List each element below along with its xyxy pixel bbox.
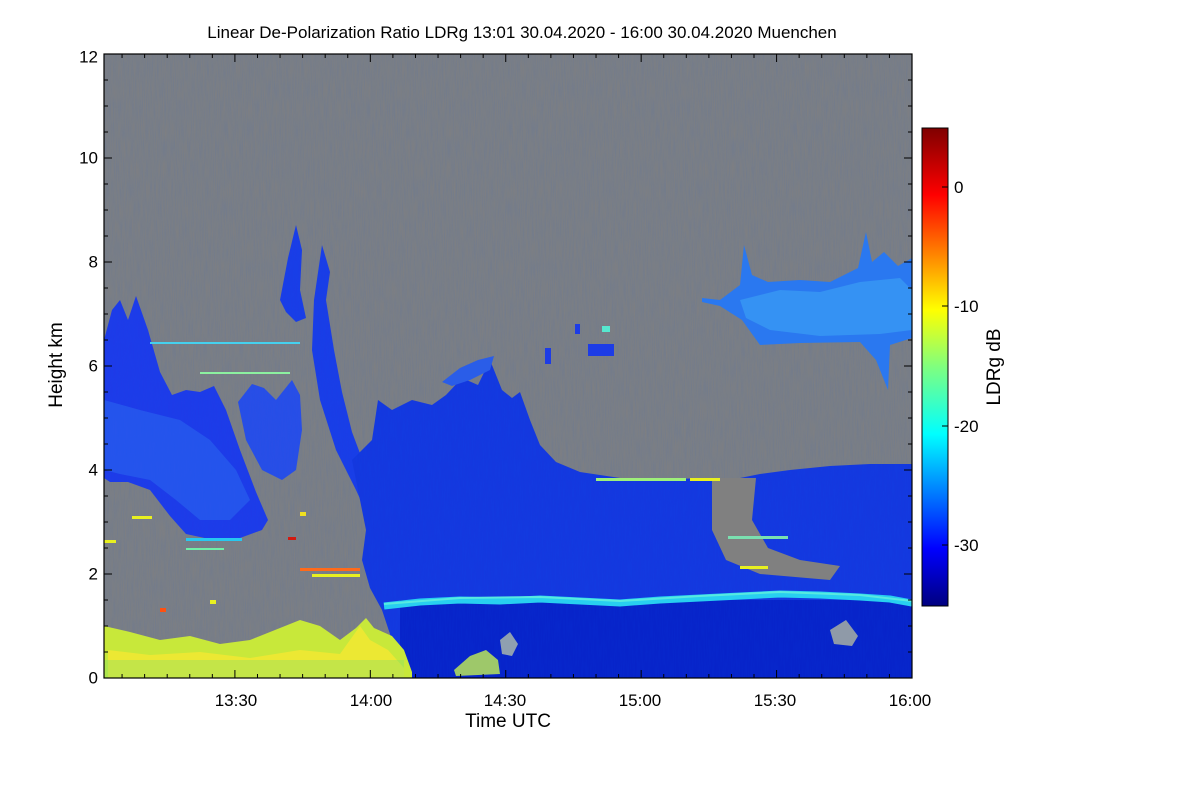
x-tick-label: 14:30: [484, 691, 527, 710]
y-tick-label: 4: [89, 460, 98, 479]
melting-layer-edge: [383, 590, 912, 605]
small-patch: [588, 344, 614, 356]
aerosol-patch-2: [500, 632, 518, 656]
x-tick-label: 13:30: [215, 691, 258, 710]
boundary-layer-base: [104, 660, 404, 678]
colorbar-tick-label: -30: [954, 536, 979, 555]
noise-speckles: [104, 326, 788, 612]
y-tick-label: 12: [79, 47, 98, 66]
boundary-layer-yellow: [108, 626, 404, 678]
colorbar-tick-label: -10: [954, 297, 979, 316]
plot-area: [104, 54, 912, 678]
small-patch-2: [575, 324, 580, 334]
elevated-patch: [442, 356, 494, 386]
gap-region: [712, 478, 840, 580]
axis-ticks: [104, 53, 913, 679]
texture-overlay: [104, 54, 912, 678]
chart-title: Linear De-Polarization Ratio LDRg 13:01 …: [207, 23, 836, 42]
x-tick-label: 15:00: [619, 691, 662, 710]
colorbar-tick-label: -20: [954, 417, 979, 436]
y-tick-label: 2: [89, 564, 98, 583]
y-axis-label: Height km: [46, 322, 67, 408]
colorbar-ticks: [942, 186, 948, 546]
colorbar-tick-label: 0: [954, 178, 963, 197]
y-tick-label: 8: [89, 252, 98, 271]
melting-layer: [383, 590, 912, 610]
small-patch-3: [545, 348, 551, 364]
x-tick-label: 16:00: [889, 691, 932, 710]
x-tick-label: 14:00: [350, 691, 393, 710]
aerosol-patch-3: [830, 620, 858, 646]
aerosol-patch-1: [454, 650, 500, 676]
x-axis-label: Time UTC: [465, 711, 551, 732]
y-tick-label: 10: [79, 148, 98, 167]
upper-cloud-core: [740, 278, 912, 336]
x-tick-label: 15:30: [754, 691, 797, 710]
colorbar: [921, 127, 949, 607]
y-tick-label: 6: [89, 356, 98, 375]
colorbar-label: LDRg dB: [984, 328, 1005, 405]
y-tick-label: 0: [89, 668, 98, 687]
